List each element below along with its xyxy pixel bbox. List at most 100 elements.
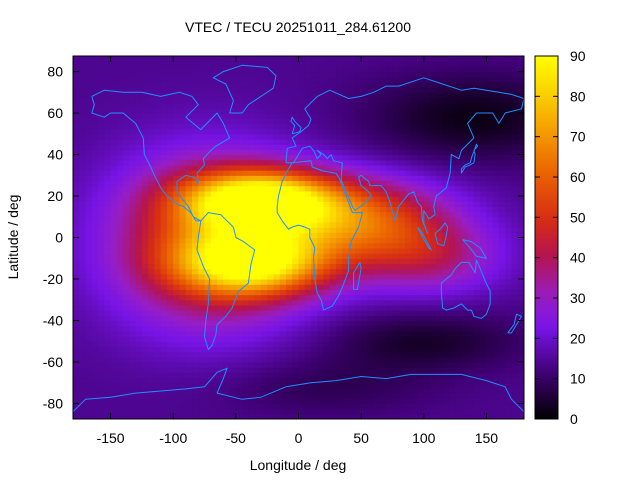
heatmap-cell: [198, 278, 206, 285]
heatmap-cell: [279, 382, 287, 389]
heatmap-cell: [198, 66, 206, 73]
heatmap-cell: [185, 87, 193, 93]
heatmap-cell: [430, 113, 437, 119]
heatmap-cell: [242, 413, 249, 419]
heatmap-cell: [285, 403, 293, 410]
heatmap-cell: [455, 144, 462, 150]
heatmap-cell: [336, 237, 343, 244]
heatmap-cell: [123, 247, 130, 254]
heatmap-cell: [260, 346, 268, 353]
heatmap-cell: [505, 227, 513, 233]
heatmap-cell: [229, 273, 237, 280]
heatmap-cell: [223, 216, 231, 223]
heatmap-cell: [486, 237, 494, 244]
heatmap-cell: [461, 387, 469, 394]
heatmap-cell: [173, 304, 181, 311]
heatmap-cell: [116, 315, 124, 322]
heatmap-cell: [223, 310, 231, 316]
heatmap-cell: [373, 113, 381, 119]
heatmap-cell: [361, 56, 368, 62]
heatmap-cell: [135, 258, 143, 265]
heatmap-cell: [329, 320, 337, 327]
heatmap-cell: [398, 102, 406, 109]
heatmap-cell: [386, 367, 394, 373]
heatmap-cell: [430, 247, 437, 254]
heatmap-cell: [448, 87, 456, 93]
heatmap-cell: [85, 149, 93, 156]
heatmap-cell: [210, 315, 218, 322]
heatmap-cell: [242, 237, 249, 244]
heatmap-cell: [398, 164, 406, 171]
heatmap-cell: [129, 76, 137, 83]
heatmap-cell: [98, 346, 105, 353]
heatmap-cell: [311, 284, 318, 290]
heatmap-cell: [486, 356, 494, 363]
heatmap-cell: [110, 382, 118, 389]
heatmap-cell: [98, 159, 105, 166]
heatmap-cell: [248, 315, 256, 322]
heatmap-cell: [292, 164, 300, 171]
heatmap-cell: [110, 144, 118, 150]
heatmap-cell: [242, 196, 249, 202]
heatmap-cell: [386, 325, 394, 332]
heatmap-cell: [505, 325, 513, 332]
heatmap-cell: [386, 382, 394, 389]
heatmap-cell: [411, 113, 419, 119]
heatmap-cell: [273, 382, 281, 389]
heatmap-cell: [210, 107, 218, 114]
heatmap-cell: [116, 170, 124, 176]
heatmap-cell: [473, 196, 481, 202]
heatmap-cell: [154, 133, 162, 140]
heatmap-cell: [492, 398, 500, 405]
heatmap-cell: [91, 71, 99, 78]
heatmap-cell: [223, 144, 231, 150]
heatmap-cell: [242, 154, 249, 161]
heatmap-cell: [455, 128, 462, 135]
heatmap-cell: [342, 387, 350, 394]
heatmap-cell: [141, 175, 149, 182]
heatmap-cell: [492, 170, 500, 176]
heatmap-cell: [354, 268, 362, 275]
heatmap-cell: [116, 227, 124, 233]
heatmap-cell: [260, 268, 268, 275]
heatmap-cell: [279, 216, 287, 223]
heatmap-cell: [273, 133, 281, 140]
heatmap-cell: [135, 221, 143, 228]
heatmap-cell: [229, 336, 237, 342]
heatmap-cell: [116, 180, 124, 187]
heatmap-cell: [267, 227, 275, 233]
heatmap-cell: [110, 138, 118, 145]
heatmap-cell: [411, 232, 419, 239]
heatmap-cell: [254, 351, 262, 358]
heatmap-cell: [492, 325, 500, 332]
heatmap-cell: [185, 393, 193, 399]
heatmap-cell: [110, 211, 118, 218]
heatmap-cell: [498, 201, 506, 207]
heatmap-cell: [73, 367, 80, 373]
heatmap-cell: [423, 310, 431, 316]
heatmap-cell: [179, 284, 187, 290]
heatmap-cell: [285, 247, 293, 254]
heatmap-cell: [110, 377, 118, 384]
heatmap-cell: [73, 133, 80, 140]
heatmap-cell: [148, 387, 156, 394]
heatmap-cell: [511, 133, 519, 140]
heatmap-cell: [185, 216, 193, 223]
heatmap-cell: [492, 289, 500, 296]
heatmap-cell: [404, 273, 412, 280]
heatmap-cell: [148, 221, 156, 228]
heatmap-cell: [279, 237, 287, 244]
heatmap-cell: [91, 398, 99, 405]
heatmap-cell: [311, 341, 318, 347]
heatmap-cell: [192, 273, 199, 280]
heatmap-cell: [185, 97, 193, 104]
heatmap-cell: [461, 102, 469, 109]
heatmap-cell: [361, 315, 368, 322]
heatmap-cell: [254, 336, 262, 342]
heatmap-cell: [273, 128, 281, 135]
heatmap-cell: [455, 294, 462, 301]
heatmap-cell: [367, 372, 375, 379]
heatmap-cell: [311, 61, 318, 67]
heatmap-cell: [254, 232, 262, 239]
heatmap-cell: [242, 107, 249, 114]
